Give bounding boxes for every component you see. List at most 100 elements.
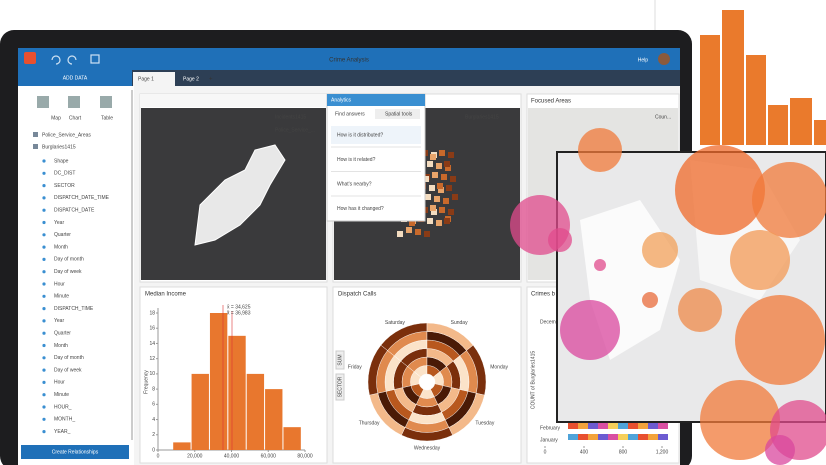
field[interactable]: Day of week <box>54 269 82 275</box>
add-data-button[interactable] <box>18 70 132 86</box>
field[interactable]: SECTOR <box>54 183 75 189</box>
field[interactable]: Minute <box>54 392 69 398</box>
bubble <box>730 230 790 290</box>
question[interactable]: What's nearby? <box>337 181 372 187</box>
question[interactable]: How is it distributed? <box>337 132 383 138</box>
tab[interactable]: Page 1 <box>138 76 154 82</box>
y-tick-label: 8 <box>152 386 155 392</box>
density-cell <box>427 218 433 224</box>
field[interactable]: DISPATCH_DATE <box>54 208 95 214</box>
density-cell <box>439 207 445 213</box>
side-button[interactable] <box>335 350 345 370</box>
field[interactable]: Month <box>54 244 68 250</box>
density-cell <box>431 209 437 215</box>
layer-label: Burglaries1415 <box>465 114 499 120</box>
field[interactable]: DC_DIST <box>54 171 75 177</box>
field[interactable]: DISPATCH_TIME <box>54 306 94 312</box>
bar <box>228 335 246 450</box>
question[interactable]: How is it related? <box>337 157 376 163</box>
field[interactable]: Minute <box>54 294 69 300</box>
title-bar <box>18 48 680 70</box>
density-cell <box>430 154 436 160</box>
add-tab[interactable]: + <box>209 77 213 83</box>
create-relationships[interactable] <box>21 445 129 459</box>
tool-label[interactable]: Table <box>101 115 113 121</box>
dataset[interactable]: Police_Service_Areas <box>42 132 91 138</box>
density-cell <box>446 185 452 191</box>
bar <box>191 373 209 450</box>
side-button[interactable] <box>335 373 345 401</box>
bubble <box>642 292 658 308</box>
field[interactable]: Quarter <box>54 331 71 337</box>
category: January <box>540 437 558 443</box>
field[interactable]: HOUR_ <box>54 404 72 410</box>
bubble <box>548 228 572 252</box>
question-active <box>331 126 421 144</box>
field-icon <box>42 307 46 311</box>
tab-row <box>18 70 680 86</box>
add-data[interactable]: ADD DATA <box>63 75 88 81</box>
avatar[interactable] <box>658 53 670 65</box>
tab-active[interactable] <box>133 72 175 86</box>
density-cell <box>443 198 449 204</box>
field-icon <box>42 282 46 286</box>
field[interactable]: Shape <box>54 158 69 164</box>
day-label: Wednesday <box>414 445 441 451</box>
dataset[interactable]: Burglaries1415 <box>42 144 76 150</box>
data-panel <box>18 86 134 465</box>
density-cell <box>424 231 430 237</box>
field-icon <box>42 184 46 188</box>
field-icon <box>42 220 46 225</box>
field-icon <box>42 430 46 434</box>
card-title: Focused Areas <box>531 99 571 105</box>
density-cell <box>432 172 438 178</box>
analytics-title: Analytics <box>331 97 352 103</box>
side-button-label[interactable]: SECTOR <box>337 376 343 397</box>
tool-label[interactable]: Map <box>51 115 61 121</box>
density-cell <box>445 165 451 171</box>
day-label: Saturday <box>385 320 406 326</box>
field[interactable]: Day of month <box>54 257 84 263</box>
field[interactable]: YEAR_ <box>54 429 71 435</box>
x-tick-label: 1,200 <box>656 449 669 455</box>
x-tick-label: 60,000 <box>261 453 277 459</box>
field[interactable]: Day of week <box>54 367 82 373</box>
field[interactable]: Hour <box>54 380 65 386</box>
density-cell <box>397 231 403 237</box>
field-icon <box>42 417 46 421</box>
density-cell <box>434 196 440 202</box>
analytics-tab[interactable]: Spatial tools <box>385 111 413 117</box>
y-tick-label: 4 <box>152 417 155 423</box>
field[interactable]: DISPATCH_DATE_TIME <box>54 195 110 201</box>
x-tick-label: 0 <box>157 453 160 459</box>
tab[interactable]: Page 2 <box>183 76 199 82</box>
layer-label: Police_Service_... <box>275 127 315 133</box>
button-label[interactable]: Create Relationships <box>52 449 99 455</box>
y-tick-label: 14 <box>149 341 155 347</box>
field[interactable]: MONTH_ <box>54 417 75 423</box>
stack-segment <box>618 434 628 440</box>
question[interactable]: How has it changed? <box>337 206 384 212</box>
day-label: Thursday <box>359 420 380 426</box>
side-button-label[interactable]: SUM <box>337 354 343 365</box>
analytics-tab[interactable]: Find answers <box>335 111 365 117</box>
field[interactable]: Year <box>54 318 64 324</box>
density-cell <box>406 227 412 233</box>
help[interactable]: Help <box>638 57 649 63</box>
tool-label[interactable]: Chart <box>69 115 82 121</box>
bubbles <box>510 128 826 465</box>
bubble <box>594 259 606 271</box>
card-title: Median Income <box>145 292 187 298</box>
x-tick-label: 400 <box>580 449 589 455</box>
field[interactable]: Year <box>54 220 64 226</box>
dataset-icon <box>33 132 38 137</box>
density-cell <box>452 194 458 200</box>
field-icon <box>42 196 46 200</box>
field[interactable]: Quarter <box>54 232 71 238</box>
stack-segment <box>608 434 618 440</box>
x-tick-label: 40,000 <box>224 453 240 459</box>
field[interactable]: Month <box>54 343 68 349</box>
bubble <box>735 295 825 385</box>
field[interactable]: Hour <box>54 281 65 287</box>
field[interactable]: Day of month <box>54 355 84 361</box>
